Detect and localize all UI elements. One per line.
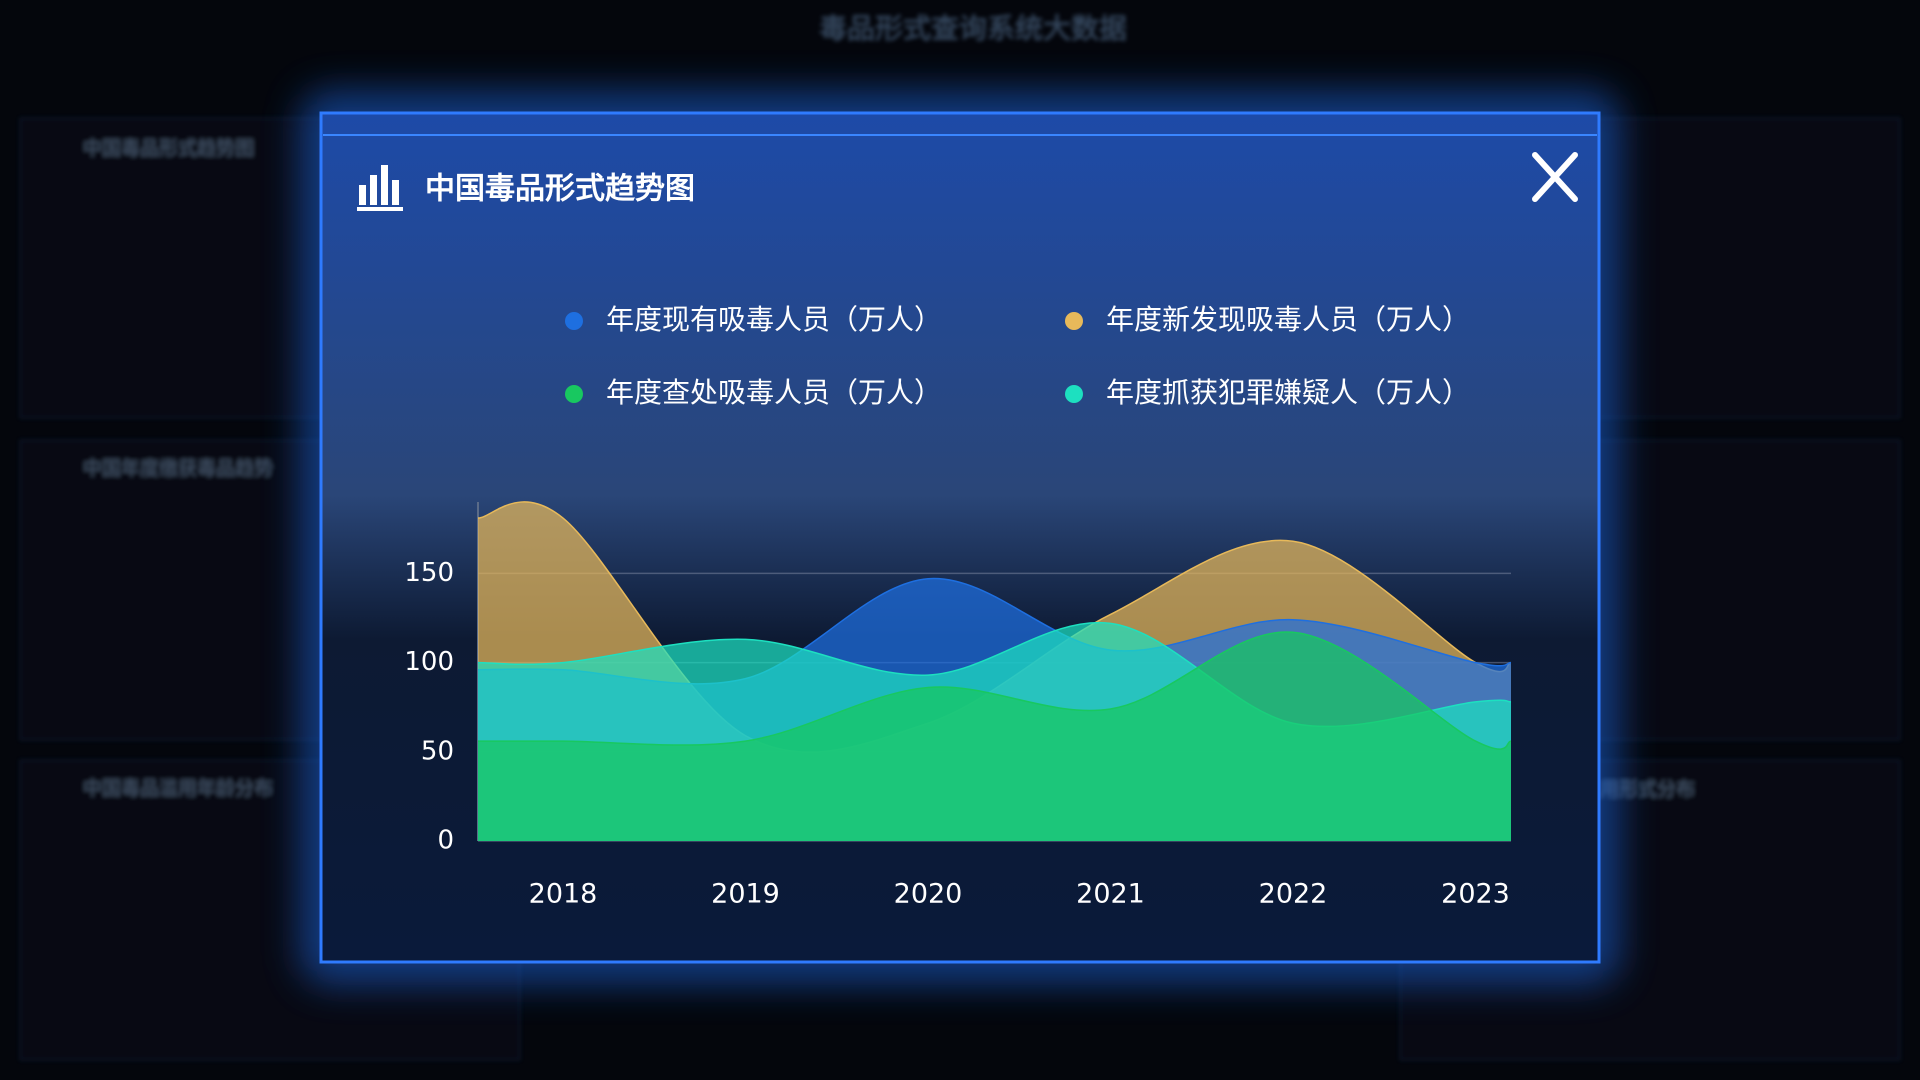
y-tick-label: 150 <box>404 558 454 588</box>
legend-label: 年度查处吸毒人员（万人） <box>606 376 942 409</box>
page-title: 毒品形式查询系统大数据 <box>819 12 1127 45</box>
legend-dot <box>1065 312 1083 330</box>
line <box>478 631 1512 750</box>
x-tick-label: 2023 <box>1441 879 1510 910</box>
legend-label: 年度新发现吸毒人员（万人） <box>1106 303 1470 336</box>
y-tick-label: 100 <box>404 647 454 677</box>
legend-dot <box>565 385 583 403</box>
x-tick-label: 2019 <box>711 879 780 910</box>
x-tick-label: 2022 <box>1259 879 1328 910</box>
y-tick-label: 50 <box>421 736 454 766</box>
panel-title: 中国年度缴获毒品趋势 <box>83 458 273 480</box>
legend-dot <box>1065 385 1083 403</box>
y-tick-label: 0 <box>437 826 454 856</box>
panel-title: 中国毒品形式趋势图 <box>83 138 254 160</box>
modal-title: 中国毒品形式趋势图 <box>425 172 695 207</box>
close-button[interactable] <box>1532 152 1578 202</box>
legend-label: 年度现有吸毒人员（万人） <box>606 303 942 336</box>
chart-icon <box>357 165 403 211</box>
x-tick-label: 2021 <box>1076 879 1145 910</box>
x-tick-label: 2018 <box>529 879 598 910</box>
legend-label: 年度抓获犯罪嫌疑人（万人） <box>1106 376 1470 409</box>
x-tick-label: 2020 <box>894 879 963 910</box>
area <box>478 631 1511 841</box>
legend-dot <box>565 312 583 330</box>
panel-title: 中国毒品滥用年龄分布 <box>83 778 273 800</box>
